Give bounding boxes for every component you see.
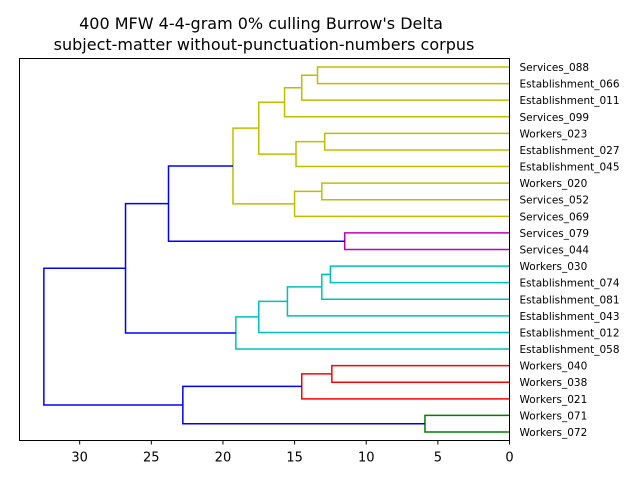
dendrogram-links — [43, 66, 510, 433]
leaf-label: Workers_020 — [520, 178, 588, 190]
leaf-label: Establishment_081 — [520, 294, 620, 306]
dendrogram-link-a — [316, 66, 510, 85]
leaf-label: Services_052 — [520, 195, 590, 207]
dendrogram-link-i — [232, 127, 295, 205]
dendrogram-link-k — [167, 165, 345, 242]
x-tick-label: 30 — [71, 451, 88, 466]
dendrogram-link-h — [293, 190, 510, 218]
x-axis: 30 25 20 15 10 5 0 — [71, 440, 514, 466]
x-tick-label: 20 — [215, 451, 232, 466]
leaf-label: Establishment_066 — [520, 79, 620, 91]
leaf-label: Establishment_045 — [520, 162, 620, 174]
leaf-label: Services_069 — [520, 211, 590, 223]
dendrogram-link-j — [343, 232, 510, 251]
dendrogram-link-g — [321, 182, 510, 201]
leaf-label: Establishment_074 — [520, 278, 620, 290]
dendrogram-link-t — [424, 414, 510, 433]
x-tick-label: 5 — [434, 451, 442, 466]
leaf-label: Services_088 — [520, 62, 590, 74]
leaf-label: Establishment_058 — [520, 344, 620, 356]
leaf-label: Establishment_012 — [520, 327, 620, 339]
leaf-label: Workers_040 — [520, 361, 588, 373]
leaf-label: Establishment_043 — [520, 311, 620, 323]
x-tick-label: 10 — [358, 451, 375, 466]
x-tick-label: 0 — [505, 451, 513, 466]
leaf-labels: Services_088 Establishment_066 Establishme… — [520, 62, 620, 439]
leaf-label: Services_099 — [520, 112, 590, 124]
dendrogram-link-v — [43, 267, 183, 406]
leaf-label: Workers_030 — [520, 261, 588, 273]
dendrogram-link-m — [321, 273, 510, 301]
leaf-label: Establishment_011 — [520, 95, 620, 107]
dendrogram-link-n — [286, 286, 510, 317]
x-tick-label: 15 — [286, 451, 303, 466]
leaf-label: Workers_021 — [520, 394, 588, 406]
plot-frame — [19, 58, 510, 441]
chart-title-line-2: subject-matter without-punctuation-numbe… — [54, 35, 475, 54]
leaf-label: Workers_038 — [520, 377, 588, 389]
leaf-label: Services_044 — [520, 245, 590, 257]
leaf-label: Workers_072 — [520, 427, 588, 439]
leaf-label: Services_079 — [520, 228, 590, 240]
leaf-label: Workers_023 — [520, 128, 588, 140]
x-tick-label: 25 — [143, 451, 160, 466]
leaf-label: Establishment_027 — [520, 145, 620, 157]
leaf-label: Workers_071 — [520, 410, 588, 422]
chart-title-line-1: 400 MFW 4-4-gram 0% culling Burrow's Del… — [79, 14, 443, 33]
